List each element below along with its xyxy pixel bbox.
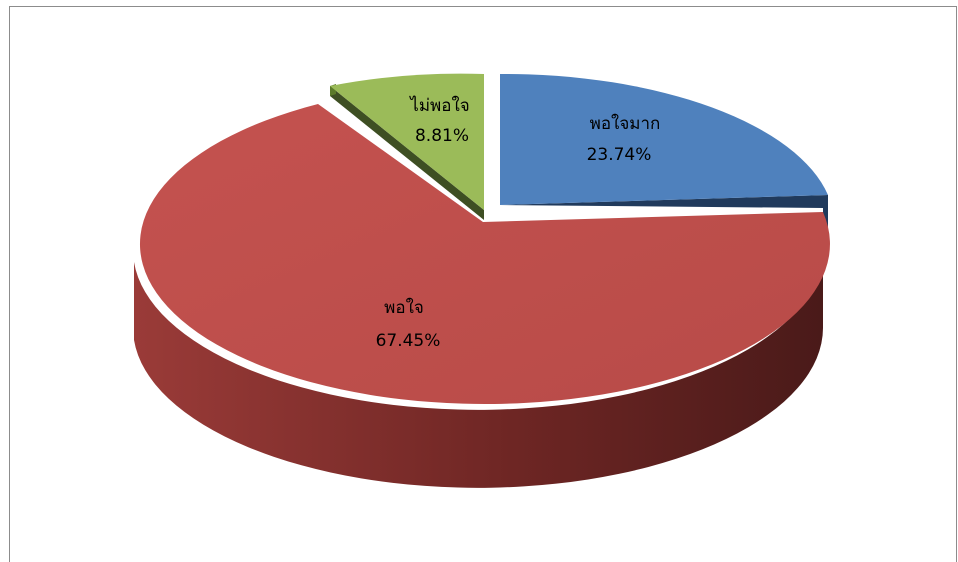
chart-frame [9, 6, 957, 562]
slice-side-pho-jai [134, 250, 823, 488]
slice-side-mai-pho-jai [330, 86, 484, 220]
slice-pho-jai-mak [500, 73, 828, 205]
label-value-mai-pho-jai: 8.81% [415, 126, 469, 146]
label-value-pho-jai-mak: 23.74% [587, 145, 652, 165]
slice-mai-pho-jai [330, 73, 484, 210]
label-value-pho-jai: 67.45% [376, 331, 441, 351]
slice-side-pho-jai-mak [500, 195, 828, 245]
label-name-pho-jai-mak: พอใจมาก [590, 113, 661, 134]
label-name-pho-jai: พอใจ [384, 297, 424, 318]
label-name-mai-pho-jai: ไม่พอใจ [408, 95, 469, 116]
slice-pho-jai [139, 104, 830, 405]
